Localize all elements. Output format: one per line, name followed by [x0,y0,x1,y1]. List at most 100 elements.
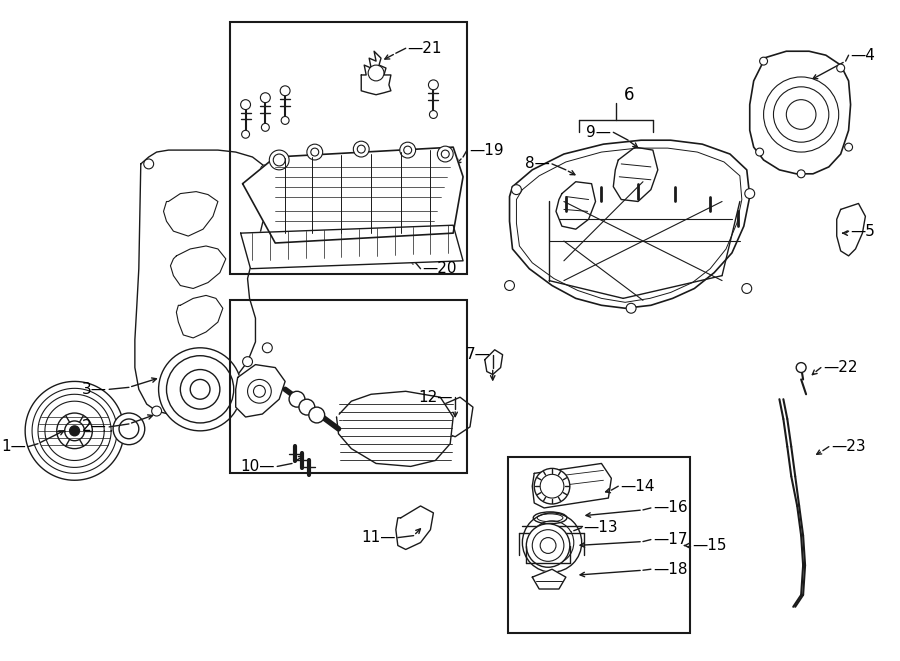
Circle shape [429,110,437,118]
Circle shape [756,148,763,156]
Circle shape [745,188,755,198]
Text: —23: —23 [831,439,866,454]
Circle shape [368,65,384,81]
Circle shape [535,469,570,504]
Circle shape [760,57,768,65]
Circle shape [522,513,581,572]
Circle shape [797,170,806,178]
Circle shape [119,419,139,439]
Polygon shape [750,52,850,174]
Circle shape [505,280,515,290]
Text: —4: —4 [850,48,876,63]
Text: 7—: 7— [466,347,490,362]
Circle shape [511,184,521,194]
Circle shape [180,369,220,409]
Text: 1—: 1— [1,439,26,454]
Circle shape [166,356,234,423]
Circle shape [240,100,250,110]
Polygon shape [337,391,454,467]
Polygon shape [437,397,472,437]
Circle shape [260,165,270,175]
Circle shape [309,407,325,423]
Text: 9—: 9— [586,125,611,139]
Text: —16: —16 [652,500,688,516]
Text: —21: —21 [408,41,442,56]
Text: 2—: 2— [82,419,107,434]
Polygon shape [509,140,750,308]
Circle shape [844,143,852,151]
Polygon shape [243,147,464,243]
Circle shape [57,413,93,449]
Polygon shape [837,204,866,256]
Circle shape [263,343,273,353]
Polygon shape [556,182,596,229]
Text: —18: —18 [652,562,688,577]
Circle shape [152,406,162,416]
Polygon shape [613,147,658,202]
Circle shape [357,145,365,153]
Polygon shape [485,350,502,375]
Circle shape [113,413,145,445]
Text: —20: —20 [422,261,457,276]
Circle shape [254,385,266,397]
Bar [508,457,690,633]
Circle shape [400,142,416,158]
Polygon shape [236,365,285,417]
Circle shape [243,357,253,367]
Circle shape [787,100,816,130]
Text: —17: —17 [652,532,688,547]
Circle shape [299,399,315,415]
Circle shape [796,363,806,373]
Circle shape [441,150,449,158]
Circle shape [773,87,829,142]
Bar [230,300,467,473]
Circle shape [190,379,210,399]
Circle shape [289,391,305,407]
Circle shape [540,537,556,553]
Circle shape [310,148,319,156]
Polygon shape [361,52,391,95]
Text: —19: —19 [469,143,504,157]
Circle shape [274,154,285,166]
Circle shape [437,146,454,162]
Text: 6: 6 [624,86,634,104]
Circle shape [260,93,270,102]
Text: —15: —15 [692,538,727,553]
Text: 10—: 10— [240,459,275,474]
Polygon shape [532,569,566,589]
Text: —22: —22 [823,360,858,375]
Circle shape [428,80,438,90]
Circle shape [526,524,570,567]
Circle shape [248,379,271,403]
Circle shape [307,144,323,160]
Text: —14: —14 [620,479,654,494]
Circle shape [241,130,249,138]
Circle shape [65,421,85,441]
Circle shape [763,77,839,152]
Text: —5: —5 [850,223,876,239]
Circle shape [742,284,751,293]
Polygon shape [240,225,464,269]
Circle shape [281,116,289,124]
Circle shape [837,64,844,72]
Text: 11—: 11— [361,530,396,545]
Text: 8—: 8— [526,157,550,171]
Circle shape [280,86,290,96]
Polygon shape [396,506,434,549]
Text: —13: —13 [584,520,618,535]
Circle shape [354,141,369,157]
Circle shape [144,159,154,169]
Text: 12—: 12— [418,390,454,405]
Polygon shape [135,150,269,414]
Circle shape [69,426,79,436]
Text: 3—: 3— [82,382,107,397]
Circle shape [261,124,269,132]
Circle shape [158,348,241,431]
Circle shape [532,529,564,561]
Circle shape [530,521,574,564]
Circle shape [538,529,566,557]
Circle shape [540,475,564,498]
Bar [230,22,467,274]
Circle shape [404,146,411,154]
Circle shape [269,150,289,170]
